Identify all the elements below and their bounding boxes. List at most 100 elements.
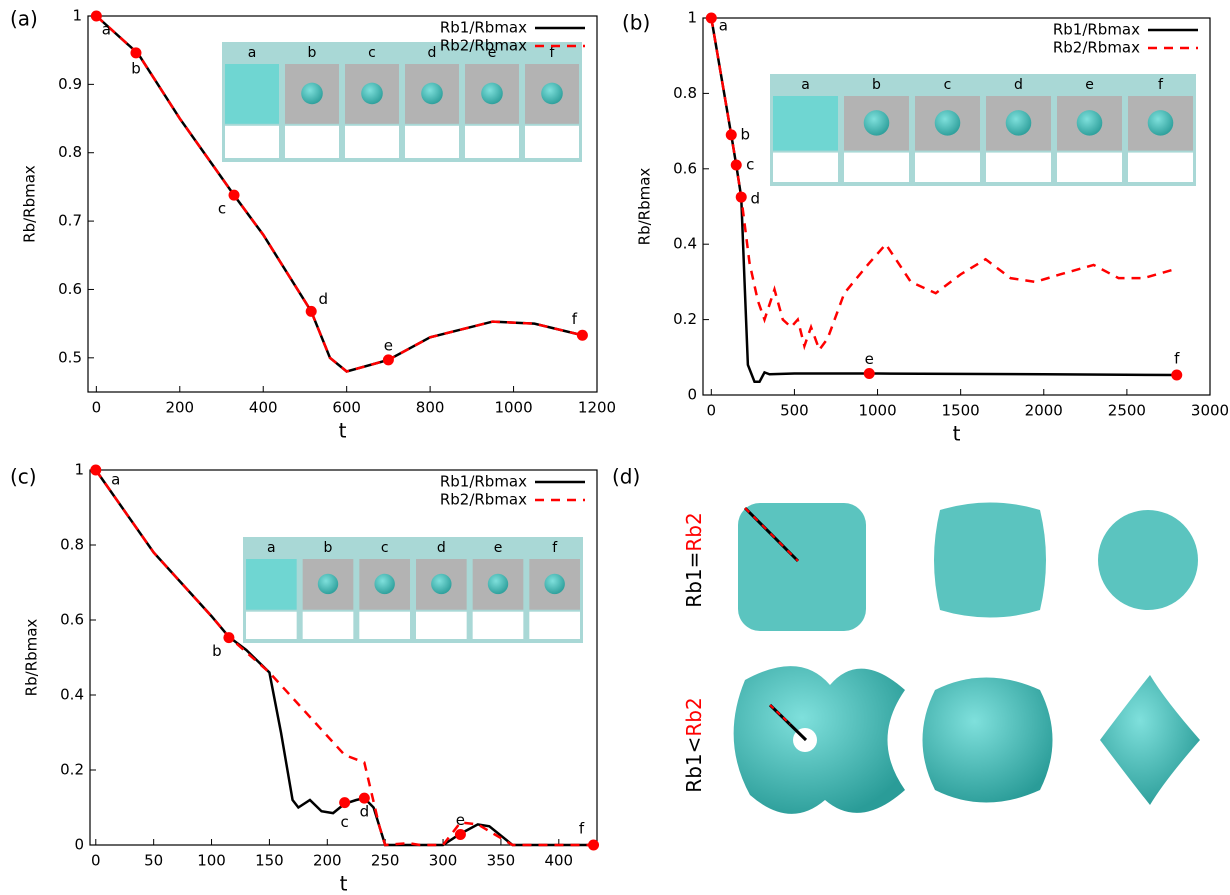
inset-label: b <box>308 45 317 61</box>
inset-image <box>1057 152 1122 182</box>
inset-image <box>915 152 980 182</box>
x-tick-label: 1000 <box>494 399 532 417</box>
inset-image <box>472 611 524 639</box>
point-marker <box>454 829 466 840</box>
inset-shape <box>487 573 509 595</box>
y-axis-label: Rb/Rbmax <box>23 619 41 697</box>
row-label: Rb1<Rb2 <box>682 697 706 792</box>
y-tick-label: 0 <box>687 386 697 404</box>
inset-image <box>285 125 339 158</box>
y-tick-label: 1 <box>687 9 697 27</box>
x-tick-label: 50 <box>144 852 163 870</box>
panel-label: (a) <box>10 7 38 31</box>
legend-label: Rb1/Rbmax <box>1053 21 1140 39</box>
point-label: a <box>102 21 111 39</box>
legend-label: Rb2/Rbmax <box>440 491 527 509</box>
x-tick-label: 300 <box>429 852 458 870</box>
y-tick-label: 0.6 <box>60 611 84 629</box>
y-tick-label: 0.2 <box>60 761 84 779</box>
arrow <box>744 507 799 562</box>
shape <box>733 666 905 814</box>
inset-label: b <box>872 77 881 93</box>
point-marker <box>130 47 142 59</box>
inset-image <box>359 611 410 639</box>
panel-d: (d) Rb1=Rb2 Rb1<Rb2 <box>612 465 1200 814</box>
y-tick-label: 0.8 <box>58 143 82 161</box>
y-tick-label: 0.8 <box>673 84 697 102</box>
point-marker <box>576 329 588 341</box>
inset-image <box>986 152 1051 182</box>
x-axis-label: t <box>339 419 347 443</box>
point-marker <box>382 354 394 366</box>
x-tick-label: 3000 <box>1191 402 1229 420</box>
inset-shape <box>544 573 565 595</box>
inset-label: f <box>552 540 558 556</box>
plot-frame <box>89 469 598 846</box>
row-label-relation: < <box>682 737 706 754</box>
inset-shape <box>863 110 890 136</box>
inset-shape <box>374 573 395 595</box>
inset-label: d <box>1014 77 1023 93</box>
row-label: Rb1=Rb2 <box>682 512 706 607</box>
x-tick-label: 250 <box>371 852 400 870</box>
inset-label: b <box>324 540 333 556</box>
y-tick-label: 1 <box>74 461 84 479</box>
x-tick-label: 200 <box>313 852 342 870</box>
y-tick-label: 0.8 <box>60 536 84 554</box>
inset-image <box>302 611 354 639</box>
x-tick-label: 2000 <box>1025 402 1063 420</box>
inset-shape <box>317 573 339 595</box>
legend-label: Rb2/Rbmax <box>1053 39 1140 57</box>
point-label: d <box>750 190 760 208</box>
inset-label: f <box>550 45 556 61</box>
point-marker <box>735 191 747 203</box>
inset-image <box>844 152 909 182</box>
row-label-relation: = <box>682 552 706 569</box>
y-tick-label: 1 <box>72 7 82 25</box>
legend-label: Rb1/Rbmax <box>440 473 527 491</box>
inset-label: a <box>801 77 810 93</box>
inset-shape <box>1005 110 1032 136</box>
y-tick-label: 0.6 <box>673 159 697 177</box>
y-tick-label: 0.4 <box>673 235 697 253</box>
inset-frame <box>222 42 582 162</box>
x-tick-label: 1500 <box>942 402 980 420</box>
y-tick-label: 0.4 <box>60 686 84 704</box>
x-axis-label: t <box>953 422 961 446</box>
inset-image <box>465 125 519 158</box>
x-axis-label: t <box>340 872 348 895</box>
y-tick-label: 0.2 <box>673 310 697 328</box>
shape <box>922 677 1053 803</box>
series-line <box>710 17 1178 353</box>
panel-label: (b) <box>622 11 650 35</box>
inset-image <box>225 64 279 124</box>
point-marker <box>863 368 875 380</box>
inset-shape <box>301 82 323 105</box>
inset-shape <box>934 110 961 136</box>
point-label: e <box>384 336 393 354</box>
inset-shape <box>421 82 443 105</box>
row-label-left: Rb1 <box>682 753 706 792</box>
charts: (a)0 200 400 600 800 1000 12000.50.60.70.80.91… <box>10 7 1229 895</box>
series-line <box>94 469 594 847</box>
inset-shape <box>481 82 503 105</box>
inset-label: c <box>944 77 952 93</box>
y-tick-label: 0.5 <box>58 348 82 366</box>
arrow <box>769 704 791 725</box>
point-label: b <box>740 125 750 143</box>
inset-label: d <box>437 540 446 556</box>
plot-frame <box>87 15 598 393</box>
inset-image <box>525 125 579 158</box>
inset-image <box>773 96 838 151</box>
x-tick-label: 400 <box>544 852 573 870</box>
inset-label: d <box>428 45 437 61</box>
inset-image <box>416 611 467 639</box>
inset-image <box>345 125 399 158</box>
x-tick-label: 150 <box>255 852 284 870</box>
plot-frame <box>702 17 1211 396</box>
point-label: c <box>341 813 349 831</box>
point-label: d <box>360 803 370 821</box>
panel-label: (d) <box>612 465 640 489</box>
point-label: f <box>572 310 578 328</box>
